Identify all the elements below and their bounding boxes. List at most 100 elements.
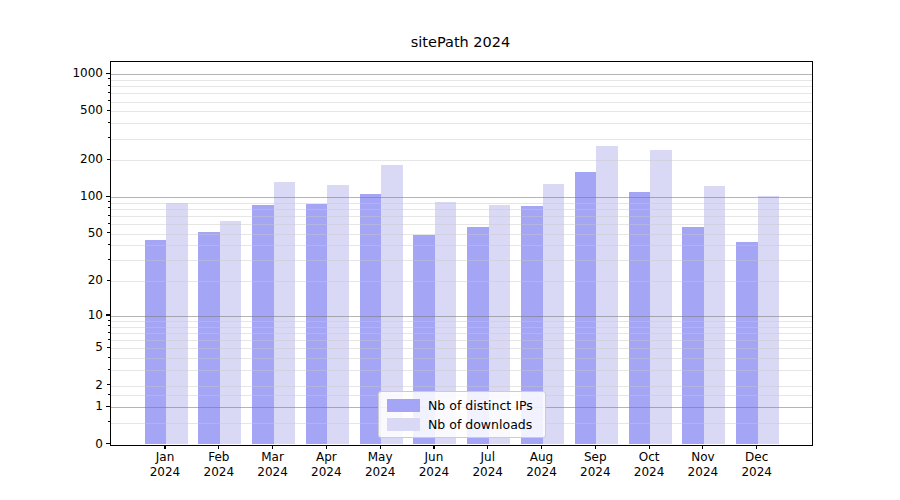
y-tick-label-50: 50	[0, 225, 103, 241]
y-tick-mark	[106, 73, 110, 74]
y-tick-label-5: 5	[0, 339, 103, 355]
y-tick-mark-minor	[108, 215, 110, 216]
bar-distinct-ips-feb	[198, 232, 220, 445]
gridline-minor	[111, 245, 812, 246]
y-tick-label-2: 2	[0, 377, 103, 393]
y-tick-label-200: 200	[0, 151, 103, 167]
gridline-minor	[111, 386, 812, 387]
y-tick-mark-minor	[108, 232, 110, 233]
gridline-minor	[111, 340, 812, 341]
x-tick-mark-feb	[218, 445, 219, 449]
y-tick-mark-minor	[108, 347, 110, 348]
x-tick-label-may: May 2024	[350, 450, 410, 480]
x-tick-mark-mar	[272, 445, 273, 449]
legend-swatch-distinct-ips	[387, 399, 420, 412]
y-tick-mark	[106, 406, 110, 407]
y-tick-label-500: 500	[0, 102, 103, 118]
bar-downloads-oct	[650, 150, 672, 444]
x-tick-mark-may	[380, 445, 381, 449]
y-tick-mark-minor	[108, 100, 110, 101]
y-tick-mark-minor	[108, 78, 110, 79]
y-tick-mark-minor	[108, 339, 110, 340]
bar-downloads-sep	[596, 146, 618, 444]
y-tick-mark-minor	[108, 280, 110, 281]
x-tick-label-jun: Jun 2024	[404, 450, 464, 480]
gridline-minor	[111, 86, 812, 87]
gridline-minor	[111, 321, 812, 322]
gridline-minor	[111, 80, 812, 81]
gridline-minor	[111, 216, 812, 217]
x-tick-mark-aug	[541, 445, 542, 449]
x-tick-label-apr: Apr 2024	[296, 450, 356, 480]
gridline-minor	[111, 348, 812, 349]
x-tick-mark-sep	[595, 445, 596, 449]
y-tick-mark-minor	[108, 320, 110, 321]
legend: Nb of distinct IPs Nb of downloads	[378, 391, 546, 438]
gridline-major	[111, 74, 812, 75]
gridline-minor	[111, 333, 812, 334]
gridline-minor	[111, 260, 812, 261]
x-tick-label-jul: Jul 2024	[458, 450, 518, 480]
bar-distinct-ips-jan	[145, 240, 167, 444]
y-tick-mark-minor	[108, 137, 110, 138]
bar-distinct-ips-sep	[575, 172, 597, 445]
gridline-minor	[111, 370, 812, 371]
y-tick-mark-minor	[108, 207, 110, 208]
y-tick-mark-minor	[108, 384, 110, 385]
legend-label-downloads: Nb of downloads	[428, 417, 532, 432]
gridline-minor	[111, 102, 812, 103]
legend-label-distinct-ips: Nb of distinct IPs	[428, 398, 533, 413]
y-tick-mark-minor	[108, 201, 110, 202]
y-tick-label-0: 0	[0, 436, 103, 452]
y-tick-label-1000: 1000	[0, 65, 103, 81]
bar-distinct-ips-dec	[736, 242, 758, 445]
bar-distinct-ips-mar	[252, 205, 274, 445]
y-tick-mark-minor	[108, 259, 110, 260]
y-tick-label-10: 10	[0, 307, 103, 323]
y-tick-mark-minor	[108, 244, 110, 245]
x-tick-label-aug: Aug 2024	[512, 450, 572, 480]
x-tick-mark-jan	[164, 445, 165, 449]
y-tick-mark	[106, 196, 110, 197]
gridline-minor	[111, 358, 812, 359]
gridline-minor	[111, 123, 812, 124]
x-tick-mark-jul	[487, 445, 488, 449]
y-tick-label-100: 100	[0, 188, 103, 204]
x-tick-mark-oct	[649, 445, 650, 449]
gridline-minor	[111, 93, 812, 94]
x-tick-label-oct: Oct 2024	[619, 450, 679, 480]
gridline-minor	[111, 139, 812, 140]
y-tick-mark-minor	[108, 357, 110, 358]
bar-distinct-ips-apr	[306, 204, 328, 445]
gridline-minor	[111, 160, 812, 161]
gridline-minor	[111, 209, 812, 210]
y-tick-mark-minor	[108, 332, 110, 333]
chart-title: sitePath 2024	[110, 34, 811, 54]
y-tick-mark-minor	[108, 394, 110, 395]
y-tick-mark-minor	[108, 223, 110, 224]
x-tick-mark-nov	[702, 445, 703, 449]
y-tick-mark-minor	[108, 122, 110, 123]
y-tick-mark-minor	[108, 421, 110, 422]
y-tick-mark	[106, 314, 110, 315]
legend-swatch-downloads	[387, 418, 420, 431]
bar-downloads-mar	[274, 182, 296, 444]
gridline-minor	[111, 234, 812, 235]
legend-item-distinct-ips: Nb of distinct IPs	[387, 398, 537, 413]
y-tick-label-20: 20	[0, 272, 103, 288]
gridline-major	[111, 197, 812, 198]
y-tick-mark-minor	[108, 369, 110, 370]
x-tick-label-sep: Sep 2024	[565, 450, 625, 480]
y-tick-mark-minor	[108, 92, 110, 93]
plot-area	[110, 61, 813, 446]
x-tick-mark-dec	[756, 445, 757, 449]
x-tick-label-mar: Mar 2024	[243, 450, 303, 480]
y-tick-mark	[106, 443, 110, 444]
gridline-minor	[111, 224, 812, 225]
gridline-major	[111, 316, 812, 317]
x-tick-label-feb: Feb 2024	[189, 450, 249, 480]
gridline-minor	[111, 203, 812, 204]
y-tick-label-1: 1	[0, 398, 103, 414]
x-tick-label-jan: Jan 2024	[135, 450, 195, 480]
y-tick-mark-minor	[108, 325, 110, 326]
